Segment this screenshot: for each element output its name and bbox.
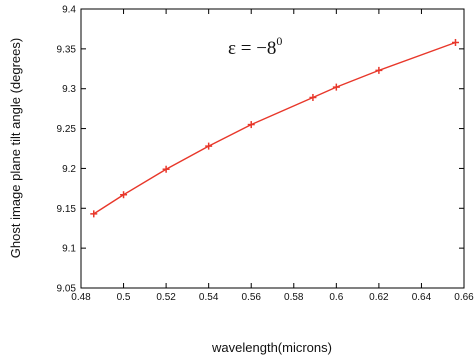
x-tick-label: 0.6: [329, 292, 343, 303]
y-tick-label: 9.3: [62, 84, 76, 95]
x-tick-label: 0.56: [241, 292, 261, 303]
x-tick-label: 0.64: [412, 292, 432, 303]
data-point-marker: [332, 83, 340, 91]
data-point-marker: [90, 210, 98, 218]
annotation-base: ε = −8: [228, 38, 276, 59]
x-axis-label: wavelength(microns): [211, 340, 332, 355]
plot-area: [80, 8, 465, 289]
axis-ticks: 0.48 0.5 0.52 0.54 0.56 0.58 0.6 0.62 0.64 0.66 9.…: [57, 5, 475, 304]
data-point-marker: [205, 142, 213, 150]
data-point-marker: [375, 66, 383, 74]
x-tick-label: 0.54: [199, 292, 219, 303]
series-group: [90, 38, 459, 218]
y-tick-label: 9.05: [57, 284, 77, 295]
x-tick-label: 0.58: [284, 292, 304, 303]
x-tick-label: 0.66: [454, 292, 474, 303]
x-tick-label: 0.62: [369, 292, 389, 303]
y-tick-label: 9.2: [62, 164, 76, 175]
y-tick-label: 9.35: [57, 44, 77, 55]
y-axis-label: Ghost image plane tilt angle (degrees): [8, 38, 23, 258]
y-tick-label: 9.25: [57, 124, 77, 135]
y-tick-label: 9.1: [62, 244, 76, 255]
y-tick-label: 9.15: [57, 204, 77, 215]
data-point-marker: [162, 165, 170, 173]
annotation-epsilon: ε = −80: [228, 34, 282, 59]
data-point-marker: [247, 121, 255, 129]
data-point-marker: [451, 38, 459, 46]
x-tick-label: 0.52: [156, 292, 176, 303]
x-tick-label: 0.5: [117, 292, 131, 303]
data-point-marker: [309, 93, 317, 101]
annotation-superscript: 0: [276, 34, 282, 48]
data-point-marker: [120, 191, 128, 199]
y-tick-label: 9.4: [62, 5, 76, 16]
x-tick-label: 0.48: [71, 292, 91, 303]
